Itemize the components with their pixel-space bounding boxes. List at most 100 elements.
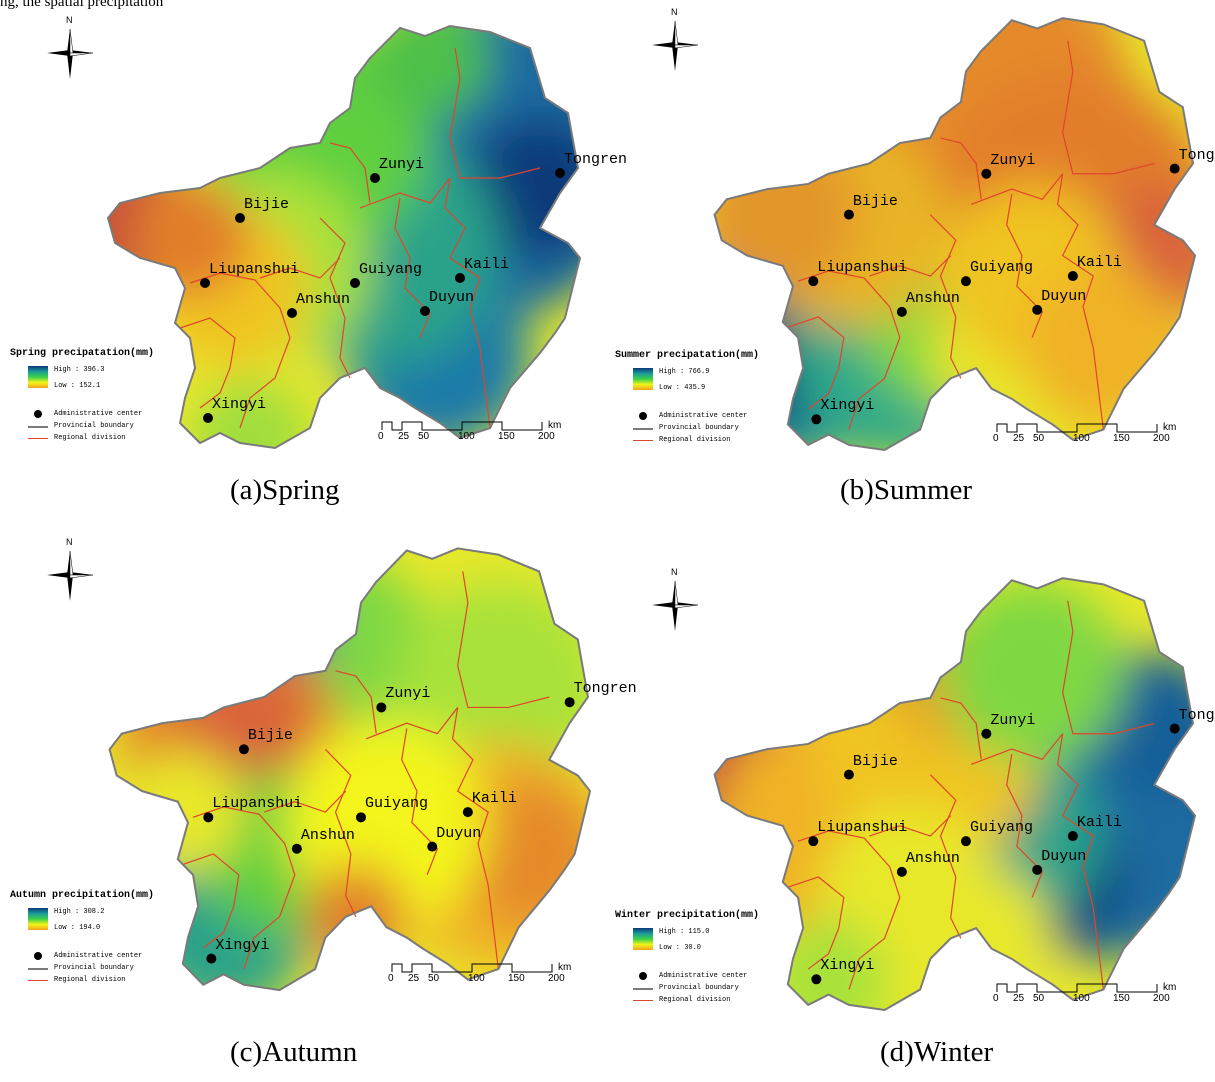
city-marker xyxy=(455,273,465,283)
city-label-xingyi: Xingyi xyxy=(215,936,270,954)
scale-tick-label: 100 xyxy=(458,431,475,442)
regional-division-line xyxy=(940,137,982,200)
city-marker xyxy=(238,744,249,755)
city-label-zunyi: Zunyi xyxy=(990,151,1036,169)
city-label-kaili: Kaili xyxy=(464,256,510,273)
city-label-zunyi: Zunyi xyxy=(379,156,425,173)
precipitation-map xyxy=(713,17,1197,452)
scale-bar: 0 25 50 100 150 200 km xyxy=(388,960,590,990)
legend-high: High : 308.2 xyxy=(54,908,105,916)
map-panel-summer: Zunyi Tongren Bijie Liupanshui Guiyang Kaili A… xyxy=(605,7,1215,470)
legend-title: Summer precipatation(mm) xyxy=(615,350,760,361)
legend-high: High : 396.3 xyxy=(54,366,105,374)
legend-low: Low : 435.9 xyxy=(659,384,706,392)
regional-division-swatch xyxy=(28,980,48,981)
city-label-duyun: Duyun xyxy=(1041,847,1087,865)
scale-tick-label: 150 xyxy=(1113,433,1130,444)
city-marker xyxy=(811,414,822,425)
regional-division-line xyxy=(192,806,296,970)
legend-color-ramp xyxy=(633,368,653,390)
scale-tick-label: 150 xyxy=(1113,993,1130,1004)
city-label-bijie: Bijie xyxy=(247,727,293,745)
city-label-tongren: Tongren xyxy=(1178,146,1215,164)
scale-tick-label: 200 xyxy=(1153,433,1170,444)
regional-division-line xyxy=(797,830,901,990)
city-label-tongren: Tongren xyxy=(564,151,628,168)
scale-tick-label: 0 xyxy=(378,431,384,442)
city-marker xyxy=(1067,831,1078,842)
scale-tick-label: 100 xyxy=(468,973,485,984)
regional-division-line xyxy=(324,748,357,918)
legend-admin: Administrative center xyxy=(659,412,748,420)
regional-division-line xyxy=(929,774,962,939)
legend-low: Low : 152.1 xyxy=(54,382,101,390)
city-label-duyun: Duyun xyxy=(429,289,475,306)
map-panel-autumn: Zunyi Tongren Bijie Liupanshui Guiyang Kaili A… xyxy=(0,537,637,1010)
city-label-liupanshui: Liupanshui xyxy=(209,261,300,278)
scale-unit: km xyxy=(558,962,572,973)
legend-admin: Administrative center xyxy=(659,972,748,980)
city-label-bijie: Bijie xyxy=(244,196,290,213)
precip-surface xyxy=(190,378,310,448)
precip-surface xyxy=(767,917,890,1011)
city-marker xyxy=(811,974,822,985)
scale-unit: km xyxy=(1163,422,1177,433)
city-marker xyxy=(200,278,210,288)
city-marker xyxy=(203,413,213,423)
city-label-zunyi: Zunyi xyxy=(385,685,431,703)
regional-division-swatch xyxy=(633,440,653,441)
provincial-boundary-swatch xyxy=(633,428,653,430)
city-label-xingyi: Xingyi xyxy=(820,397,875,415)
regional-division-line xyxy=(970,173,1064,205)
regional-division-line xyxy=(1062,40,1155,175)
city-marker xyxy=(420,306,430,316)
scale-tick-label: 200 xyxy=(1153,993,1170,1004)
regional-division-line xyxy=(444,177,491,429)
regional-division-line xyxy=(365,707,459,740)
legend: Winter precipitation(mm) High : 115.0 Lo… xyxy=(615,910,785,1020)
map-panel-winter: Zunyi Tongren Bijie Liupanshui Guiyang Kaili A… xyxy=(605,567,1215,1030)
city-label-kaili: Kaili xyxy=(471,790,517,808)
city-marker xyxy=(376,702,387,713)
scale-tick-label: 25 xyxy=(1013,433,1025,444)
city-marker xyxy=(291,843,302,854)
admin-center-icon xyxy=(639,972,647,980)
provincial-boundary-swatch xyxy=(633,988,653,990)
city-label-liupanshui: Liupanshui xyxy=(212,795,303,813)
precipitation-map xyxy=(108,547,592,992)
city-label-duyun: Duyun xyxy=(1041,287,1087,305)
scale-tick-label: 50 xyxy=(1033,433,1045,444)
legend-admin: Administrative center xyxy=(54,410,143,418)
city-marker xyxy=(462,807,473,818)
regional-division-line xyxy=(1006,194,1044,338)
regional-division-line xyxy=(449,47,541,179)
regional-division-swatch xyxy=(633,1000,653,1001)
city-label-bijie: Bijie xyxy=(852,752,898,770)
regional-division-line xyxy=(929,214,962,379)
map-panel-spring: Zunyi Tongren Bijie Liupanshui Guiyang Kaili A… xyxy=(0,15,627,468)
regional-division-swatch xyxy=(28,438,48,439)
city-label-guiyang: Guiyang xyxy=(364,795,428,813)
panel-caption-autumn: (c)Autumn xyxy=(230,1036,358,1068)
precip-surface xyxy=(828,580,931,683)
regional-division-line xyxy=(264,790,347,813)
scale-tick-label: 50 xyxy=(428,973,440,984)
scale-bar: 0 25 50 100 150 200 km xyxy=(993,420,1195,450)
admin-center-icon xyxy=(639,412,647,420)
legend-title: Winter precipitation(mm) xyxy=(615,910,760,921)
provincial-boundary xyxy=(108,547,592,992)
north-letter: N xyxy=(671,7,678,17)
precip-surface xyxy=(940,580,1124,765)
city-label-anshun: Anshun xyxy=(300,826,355,844)
panel-caption-winter: (d)Winter xyxy=(880,1036,994,1068)
regional-division-line xyxy=(335,670,377,734)
scale-tick-label: 200 xyxy=(548,973,565,984)
legend-color-ramp xyxy=(28,366,48,388)
regional-division-line xyxy=(1056,733,1104,990)
regional-division-line xyxy=(869,255,952,277)
precipitation-map xyxy=(713,577,1197,1012)
city-label-anshun: Anshun xyxy=(905,289,960,307)
precipitation-map xyxy=(106,24,582,450)
city-label-guiyang: Guiyang xyxy=(969,819,1033,837)
city-label-zunyi: Zunyi xyxy=(990,711,1036,729)
